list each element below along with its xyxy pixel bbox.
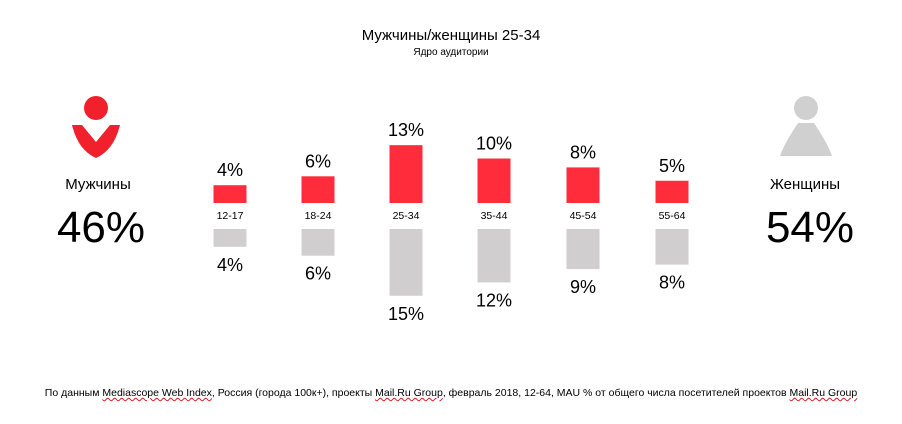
men-label: Мужчины — [65, 176, 131, 193]
men-value-label: 4% — [217, 160, 243, 180]
women-value-label: 12% — [476, 290, 512, 310]
source-footnote: По данным Mediascope Web Index, Россия (… — [44, 387, 858, 399]
men-value-label: 6% — [305, 151, 331, 171]
women-value-label: 6% — [305, 264, 331, 284]
women-value-label: 9% — [570, 277, 596, 297]
male-user-icon — [72, 96, 120, 158]
men-bar — [655, 180, 689, 203]
women-bar — [301, 229, 335, 256]
age-category-label: 55-64 — [659, 210, 686, 222]
men-bar — [566, 167, 600, 203]
chart-title: Мужчины/женщины 25-34 — [361, 27, 541, 44]
men-value-label: 5% — [659, 156, 685, 176]
men-bar — [301, 176, 335, 203]
men-bar — [213, 185, 247, 203]
women-value-label: 4% — [217, 255, 243, 275]
age-category-label: 25-34 — [393, 210, 420, 222]
age-category-label: 45-54 — [570, 210, 597, 222]
men-percent: 46% — [56, 203, 146, 252]
women-value-label: 15% — [388, 304, 424, 324]
women-percent: 54% — [765, 203, 855, 252]
women-bar — [213, 229, 247, 247]
chart-subtitle: Ядро аудитории — [413, 47, 489, 58]
women-bar — [566, 229, 600, 270]
women-bar — [477, 229, 511, 283]
age-category-label: 35-44 — [481, 210, 508, 222]
men-bar — [477, 158, 511, 203]
men-value-label: 13% — [388, 120, 424, 140]
women-value-label: 8% — [659, 273, 685, 293]
women-bar — [655, 229, 689, 265]
age-category-label: 12-17 — [217, 210, 244, 222]
men-value-label: 8% — [570, 142, 596, 162]
women-label: Женщины — [769, 176, 841, 193]
men-value-label: 10% — [476, 134, 512, 154]
women-bar — [389, 229, 423, 296]
age-category-label: 18-24 — [305, 210, 332, 222]
men-bar — [389, 145, 423, 203]
female-user-icon — [780, 96, 832, 156]
